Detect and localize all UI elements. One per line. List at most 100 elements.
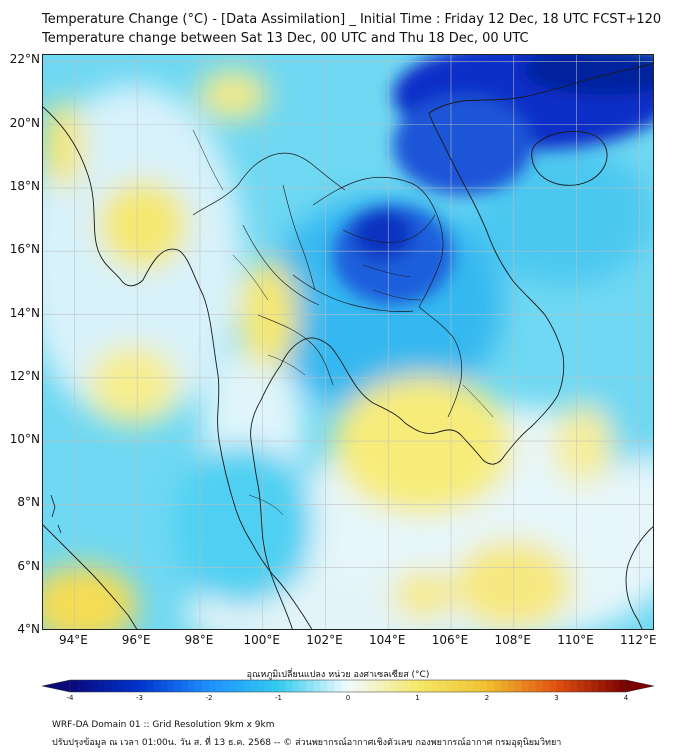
colorbar-cell: [299, 680, 307, 692]
colorbar-cell: [528, 680, 536, 692]
colorbar-cell: [243, 680, 251, 692]
longitude-label: 98°E: [184, 633, 214, 647]
colorbar-cell: [424, 680, 432, 692]
colorbar-tick: 2: [484, 694, 490, 702]
colorbar-cell: [139, 680, 147, 692]
colorbar-cell: [104, 680, 112, 692]
colorbar-cell: [417, 680, 425, 692]
latitude-label: 12°N: [9, 368, 40, 383]
colorbar-cell: [174, 680, 182, 692]
colorbar-cell: [306, 680, 314, 692]
colorbar-cell: [167, 680, 175, 692]
colorbar-cell: [271, 680, 279, 692]
colorbar-cell: [445, 680, 453, 692]
colorbar-max-extension: [625, 679, 654, 693]
colorbar-tick: -1: [275, 694, 282, 702]
colorbar-tick: -2: [205, 694, 213, 702]
colorbar-cell: [209, 680, 217, 692]
colorbar-cell: [389, 680, 397, 692]
colorbar-cell: [229, 680, 238, 692]
temperature-field: [43, 55, 653, 629]
colorbar-cell: [285, 680, 293, 692]
colorbar-cell: [570, 680, 578, 692]
colorbar-tick: 1: [415, 694, 420, 702]
colorbar-cell: [125, 680, 133, 692]
colorbar-cell: [556, 680, 564, 692]
colorbar-min-extension: [42, 679, 71, 693]
longitude-label: 110°E: [557, 633, 594, 647]
colorbar-cell: [549, 680, 557, 692]
longitude-label: 96°E: [121, 633, 151, 647]
longitude-label: 102°E: [306, 633, 343, 647]
colorbar-cell: [487, 680, 495, 692]
colorbar-cell: [584, 680, 592, 692]
colorbar-cell: [153, 680, 161, 692]
colorbar-outline: [69, 679, 627, 693]
colorbar-cell: [382, 680, 390, 692]
colorbar-cell: [313, 680, 321, 692]
colorbar-cell: [598, 680, 606, 692]
colorbar-cell: [466, 680, 474, 692]
colorbar-cell: [341, 680, 349, 692]
colorbar-cell: [473, 680, 481, 692]
colorbar-cell: [222, 680, 231, 692]
colorbar-cell: [327, 680, 335, 692]
longitude-label: 100°E: [243, 633, 280, 647]
colorbar-cell: [236, 680, 245, 692]
colorbar-cell: [535, 680, 543, 692]
colorbar-cell: [507, 680, 516, 692]
colorbar-cell: [250, 680, 258, 692]
longitude-label: 94°E: [58, 633, 88, 647]
latitude-label: 4°N: [17, 622, 40, 636]
colorbar-cell: [292, 680, 300, 692]
latitude-label: 20°N: [9, 115, 40, 130]
colorbar-cell: [215, 680, 224, 692]
map-panel: [42, 54, 654, 630]
colorbar-tick: 0: [345, 694, 351, 702]
colorbar-cell: [368, 680, 377, 692]
colorbar-cell: [542, 680, 550, 692]
colorbar-cell: [70, 680, 78, 692]
colorbar-cell: [438, 680, 446, 692]
colorbar-cell: [396, 680, 404, 692]
colorbar-cell: [160, 680, 168, 692]
colorbar-cell: [202, 680, 210, 692]
colorbar-cell: [257, 680, 265, 692]
map-title: Temperature Change (°C) - [Data Assimila…: [42, 12, 662, 27]
colorbar-tick: -4: [66, 694, 74, 702]
colorbar-cell: [563, 680, 571, 692]
colorbar-cell: [375, 680, 384, 692]
colorbar-cell: [591, 680, 599, 692]
latitude-label: 16°N: [9, 242, 40, 257]
colorbar-cell: [605, 680, 613, 692]
colorbar-cell: [334, 680, 342, 692]
colorbar-cell: [431, 680, 439, 692]
colorbar-cell: [500, 680, 509, 692]
colorbar-cell: [264, 680, 272, 692]
colorbar-cell: [188, 680, 196, 692]
colorbar-title: อุณหภูมิเปลี่ยนแปลง หน่วย องศาเซลเซียส (…: [246, 670, 430, 680]
colorbar-cell: [354, 680, 363, 692]
longitude-label: 106°E: [431, 633, 469, 647]
colorbar-tick: 4: [623, 694, 629, 702]
colorbar-cell: [612, 680, 620, 692]
colorbar-cell: [514, 680, 523, 692]
latitude-label: 10°N: [9, 432, 40, 447]
temperature-blobs: [43, 70, 653, 629]
colorbar-cell: [403, 680, 411, 692]
longitude-label: 104°E: [368, 633, 406, 647]
colorbar-cell: [577, 680, 585, 692]
credit-line: ปรับปรุงข้อมูล ณ เวลา 01:00น. วัน ส. ที่…: [52, 738, 562, 748]
colorbar-cell: [132, 680, 140, 692]
colorbar-cell: [97, 680, 106, 692]
colorbar-cell: [480, 680, 488, 692]
colorbar-cell: [278, 680, 286, 692]
colorbar: [42, 679, 654, 693]
model-info: WRF-DA Domain 01 :: Grid Resolution 9km …: [52, 720, 275, 730]
map-subtitle: Temperature change between Sat 13 Dec, 0…: [42, 31, 529, 46]
colorbar-cell: [118, 680, 126, 692]
colorbar-cell: [90, 680, 99, 692]
colorbar-tick: 3: [554, 694, 559, 702]
colorbar-cell: [410, 680, 418, 692]
colorbar-cell: [348, 680, 356, 692]
